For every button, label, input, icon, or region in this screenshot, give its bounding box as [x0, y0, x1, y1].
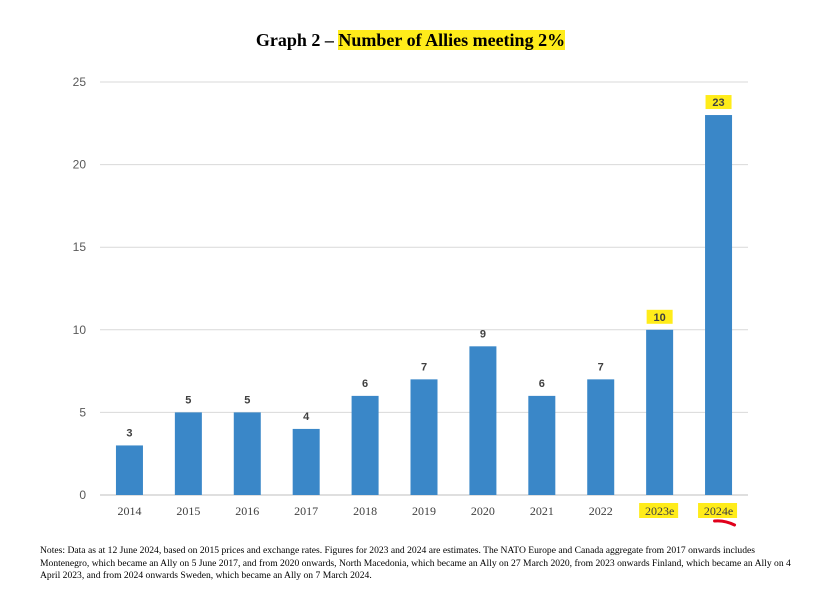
y-tick-label: 5: [79, 405, 86, 419]
bar: [646, 329, 674, 495]
value-label: 9: [480, 328, 486, 340]
value-label-highlight: [705, 95, 732, 110]
x-tick-label: 2018: [353, 504, 377, 518]
value-label: 4: [303, 411, 310, 423]
chart-title: Graph 2 – Number of Allies meeting 2%: [0, 30, 821, 51]
x-tick-label: 2023e: [645, 504, 674, 518]
x-tick-label: 2021: [530, 504, 554, 518]
bar: [351, 395, 379, 495]
value-label: 5: [185, 394, 191, 406]
value-label: 7: [421, 361, 427, 373]
chart-notes: Notes: Data as at 12 June 2024, based on…: [40, 545, 791, 581]
bar: [233, 412, 261, 495]
bar: [587, 379, 615, 495]
y-tick-label: 20: [73, 158, 87, 172]
bar: [705, 115, 733, 495]
bar: [469, 346, 497, 495]
x-tick-label: 2024e: [704, 504, 733, 518]
y-tick-label: 0: [79, 488, 86, 502]
y-tick-label: 10: [73, 323, 87, 337]
red-underline-annotation: [713, 519, 737, 527]
x-tick-label: 2019: [412, 504, 436, 518]
value-label: 3: [126, 427, 132, 439]
bar-chart: 0 5 10 15 20 25 3 2014 5 2015 5 2016 4 2017 6 2018 7 2019…: [73, 75, 748, 527]
value-label: 6: [539, 378, 545, 390]
value-label: 5: [244, 394, 250, 406]
value-label-highlight: [646, 309, 673, 324]
x-label-highlight: [698, 503, 738, 518]
value-label: 23: [712, 97, 724, 109]
chart-title-highlighted: Number of Allies meeting 2%: [338, 30, 566, 50]
chart-title-prefix: Graph 2 –: [255, 30, 339, 50]
bar: [174, 412, 202, 495]
x-tick-label: 2014: [117, 504, 141, 518]
bar: [292, 428, 320, 495]
x-label-highlight: [639, 503, 679, 518]
bar: [528, 395, 556, 495]
value-label: 6: [362, 378, 368, 390]
y-tick-label: 15: [73, 240, 87, 254]
y-tick-label: 25: [73, 75, 87, 89]
x-tick-label: 2015: [176, 504, 200, 518]
x-tick-label: 2017: [294, 504, 318, 518]
value-label: 10: [654, 312, 666, 324]
value-label: 7: [598, 361, 604, 373]
x-tick-label: 2022: [589, 504, 613, 518]
bar: [410, 379, 438, 495]
x-tick-label: 2020: [471, 504, 495, 518]
x-tick-label: 2016: [235, 504, 259, 518]
bar: [115, 445, 143, 495]
